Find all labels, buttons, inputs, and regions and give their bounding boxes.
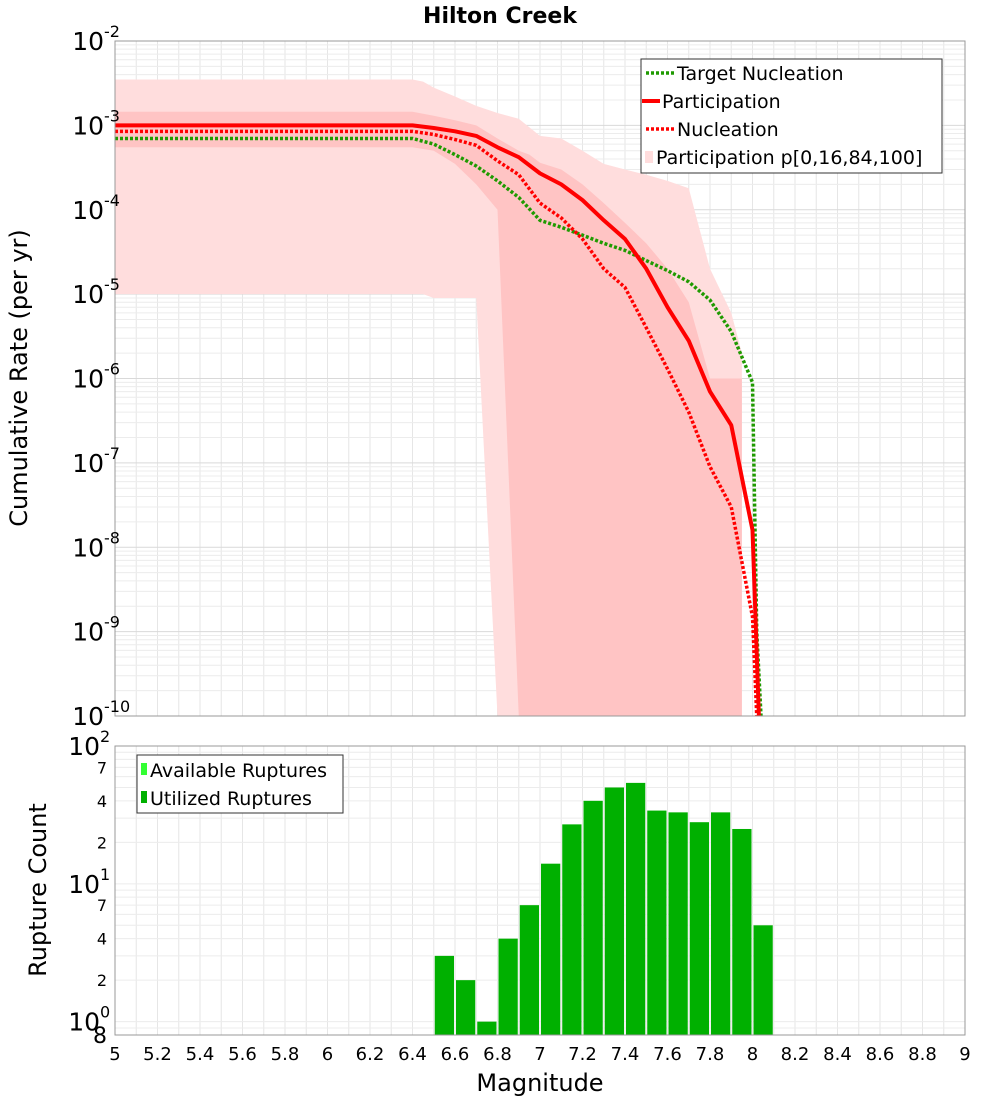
rupture-bar (477, 1021, 497, 1035)
x-tick-label: 6.8 (483, 1044, 512, 1065)
x-tick-label: 8 (747, 1044, 758, 1065)
participation-band (115, 111, 742, 716)
x-ticks: 5 5.2 5.4 5.6 5.8 6 6.2 6.4 6.6 6.8 7 7.2 7.4 7.6 7.8 8… (109, 1044, 970, 1065)
x-tick-label: 7.2 (568, 1044, 597, 1065)
bottom-y-tick-minor: 7 (97, 758, 107, 777)
legend-band-label: Participation p[0,16,84,100] (656, 147, 922, 169)
top-y-tick-exp: -4 (104, 191, 120, 210)
top-y-tick-base: 10 (72, 533, 104, 562)
bottom-y-tick-minor: 2 (97, 833, 107, 852)
rupture-bar (519, 905, 539, 1035)
x-tick-label: 6.6 (441, 1044, 470, 1065)
x-tick-label: 7.4 (611, 1044, 640, 1065)
legend-utilized-swatch (141, 791, 147, 803)
top-plot-frame (114, 40, 966, 717)
chart-title: Hilton Creek (423, 4, 578, 29)
top-y-tick-exp: -5 (104, 275, 120, 294)
top-y-tick-exp: -8 (104, 528, 120, 547)
top-y-tick-base: 10 (72, 365, 104, 394)
top-y-tick-base: 10 (72, 111, 104, 140)
top-y-tick-exp: -9 (104, 613, 120, 632)
x-tick-label: 5.2 (143, 1044, 172, 1065)
top-y-tick-exp: -3 (104, 106, 120, 125)
top-y-tick-base: 10 (72, 280, 104, 309)
participation-line (115, 123, 761, 717)
top-y-tick-base: 10 (72, 702, 104, 731)
rupture-bar (604, 787, 624, 1035)
x-tick-label: 5 (109, 1044, 120, 1065)
x-tick-label: 6.4 (398, 1044, 427, 1065)
legend-target-nucleation-label: Target Nucleation (676, 63, 844, 85)
top-legend: Target Nucleation Participation Nucleati… (640, 58, 943, 174)
bottom-y-tick-exp: 1 (100, 865, 110, 884)
rupture-bar (456, 980, 476, 1035)
x-tick-label: 8.4 (823, 1044, 852, 1065)
x-axis-title: Magnitude (476, 1069, 603, 1097)
target-nucleation-line (115, 136, 763, 717)
rupture-bar (689, 822, 709, 1035)
bottom-y-tick-minor: 4 (97, 930, 107, 949)
top-y-tick-base: 10 (72, 196, 104, 225)
x-tick-label: 5.4 (186, 1044, 215, 1065)
top-y-tick-base: 10 (72, 449, 104, 478)
rupture-bar (541, 863, 561, 1035)
participation-bands (115, 79, 742, 717)
legend-band-swatch (645, 151, 653, 163)
bottom-y-tick-major: 10 (68, 732, 100, 761)
rupture-bar (498, 938, 518, 1035)
legend-utilized-label: Utilized Ruptures (150, 788, 312, 810)
rate-lines (115, 123, 763, 717)
bottom-y-tick-minor: 7 (97, 896, 107, 915)
nucleation-line (115, 129, 759, 717)
bottom-y-tick-minor: 8 (93, 1024, 107, 1049)
x-tick-label: 6 (322, 1044, 333, 1065)
bottom-legend-box (136, 754, 344, 814)
bottom-y-tick-exp: 2 (100, 727, 110, 746)
top-y-tick-exp: -2 (104, 22, 120, 41)
bottom-y-tick-major: 10 (68, 1008, 100, 1037)
rupture-bar (434, 955, 454, 1035)
top-y-tick-base: 10 (72, 27, 104, 56)
x-tick-label: 9 (959, 1044, 970, 1065)
legend-available-swatch (141, 763, 147, 775)
legend-nucleation-label: Nucleation (677, 119, 779, 141)
top-y-axis-title: Cumulative Rate (per yr) (5, 229, 33, 527)
rupture-bar (626, 782, 646, 1035)
x-tick-label: 6.2 (356, 1044, 385, 1065)
legend-available-label: Available Ruptures (150, 760, 327, 782)
rupture-bar (732, 828, 752, 1035)
top-y-tick-exp: -7 (104, 444, 120, 463)
bottom-y-tick-exp: 0 (100, 1003, 110, 1022)
rupture-bar (711, 812, 731, 1035)
bottom-plot-frame (114, 745, 966, 1036)
x-tick-label: 8.2 (781, 1044, 810, 1065)
x-tick-label: 8.6 (866, 1044, 895, 1065)
x-tick-label: 5.8 (271, 1044, 300, 1065)
top-y-tick-exp: -6 (104, 360, 120, 379)
rupture-bar (753, 925, 773, 1035)
rupture-bar (668, 812, 688, 1035)
rupture-bar (562, 824, 582, 1035)
bottom-y-axis-title: Rupture Count (24, 803, 52, 977)
x-tick-label: 7 (534, 1044, 545, 1065)
x-tick-label: 7.8 (696, 1044, 725, 1065)
top-y-tick-base: 10 (72, 618, 104, 647)
rupture-bar (583, 800, 603, 1035)
bottom-y-tick-minor: 2 (97, 971, 107, 990)
rupture-bar (647, 810, 667, 1035)
bottom-y-tick-minor: 4 (97, 792, 107, 811)
legend-participation-label: Participation (662, 91, 781, 113)
top-legend-box (640, 58, 943, 174)
rupture-bars (434, 782, 773, 1035)
x-tick-label: 5.6 (228, 1044, 257, 1065)
x-tick-label: 7.6 (653, 1044, 682, 1065)
x-tick-label: 8.8 (908, 1044, 937, 1065)
top-y-tick-exp: -10 (104, 697, 130, 716)
bottom-y-tick-major: 10 (68, 870, 100, 899)
bottom-legend: Available Ruptures Utilized Ruptures (136, 754, 344, 814)
